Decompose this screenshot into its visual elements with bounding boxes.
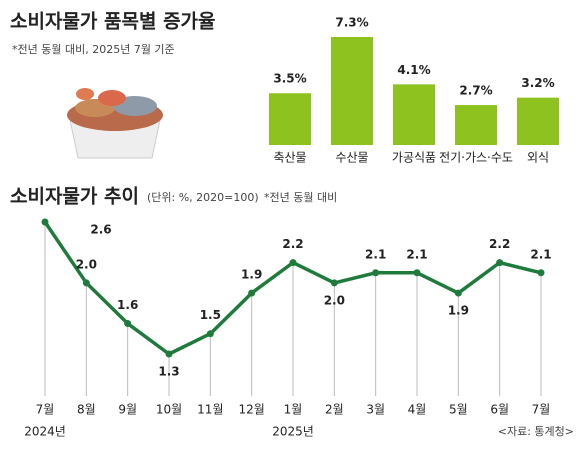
point <box>454 289 462 297</box>
x-tick-label: 5월 <box>449 403 468 417</box>
bar <box>393 84 435 145</box>
value-label: 1.6 <box>117 298 138 312</box>
point <box>165 350 173 358</box>
value-label: 2.1 <box>530 247 551 261</box>
bar <box>269 93 311 145</box>
value-label: 1.5 <box>200 308 221 322</box>
point <box>248 289 256 297</box>
x-tick-label: 축산물 <box>273 151 306 165</box>
point <box>206 330 214 338</box>
value-label: 2.6 <box>90 223 111 237</box>
bar <box>517 97 559 145</box>
x-tick-label: 1월 <box>284 403 303 417</box>
value-label: 1.3 <box>158 365 179 379</box>
value-label: 2.0 <box>324 293 345 307</box>
value-label: 2.2 <box>282 237 303 251</box>
point <box>82 279 90 287</box>
bar <box>331 37 373 145</box>
value-label: 2.1 <box>406 247 427 261</box>
x-tick-label: 전기·가스·수도 <box>439 151 513 165</box>
x-tick-label: 수산물 <box>335 151 368 165</box>
x-tick-label: 2월 <box>325 403 344 417</box>
value-label: 2.7% <box>459 84 492 98</box>
source: <자료: 통계청> <box>498 425 574 438</box>
x-tick-label: 8월 <box>77 403 96 417</box>
point <box>41 218 49 226</box>
x-tick-label: 12월 <box>239 403 265 417</box>
value-label: 7.3% <box>335 16 368 30</box>
value-label: 4.1% <box>397 63 430 77</box>
value-label: 1.9 <box>241 268 262 282</box>
x-tick-label: 4월 <box>408 403 427 417</box>
value-label: 1.9 <box>448 304 469 318</box>
x-tick-label: 11월 <box>197 403 223 417</box>
point <box>289 259 297 267</box>
point <box>413 269 421 277</box>
x-tick-label: 9월 <box>118 403 137 417</box>
point <box>372 269 380 277</box>
unit-label: (단위: %, 2020=100) <box>147 191 259 204</box>
point <box>496 259 504 267</box>
x-tick-label: 3월 <box>366 403 385 417</box>
x-tick-label: 6월 <box>490 403 509 417</box>
x-tick-label: 10월 <box>156 403 182 417</box>
year-label: 2024년 <box>24 425 66 439</box>
bar <box>455 105 497 145</box>
year-label: 2025년 <box>272 425 314 439</box>
value-label: 2.0 <box>76 257 97 271</box>
subtitle: *전년 동월 대비, 2025년 7월 기준 <box>12 43 175 56</box>
value-label: 3.5% <box>273 72 306 86</box>
chart-title: 소비자물가 품목별 증가율 <box>10 11 216 33</box>
chart-title: 소비자물가 추이 <box>10 186 139 208</box>
point <box>537 269 545 277</box>
value-label: 3.2% <box>521 76 554 90</box>
x-tick-label: 가공식품 <box>392 151 436 165</box>
value-label: 2.1 <box>365 247 386 261</box>
value-label: 2.2 <box>489 237 510 251</box>
point <box>124 320 132 328</box>
seafood-basket-illustration <box>67 88 163 159</box>
x-tick-label: 외식 <box>527 151 549 165</box>
x-tick-label: 7월 <box>36 403 55 417</box>
x-tick-label: 7월 <box>532 403 551 417</box>
note: *전년 동월 대비 <box>264 191 337 204</box>
point <box>330 279 338 287</box>
